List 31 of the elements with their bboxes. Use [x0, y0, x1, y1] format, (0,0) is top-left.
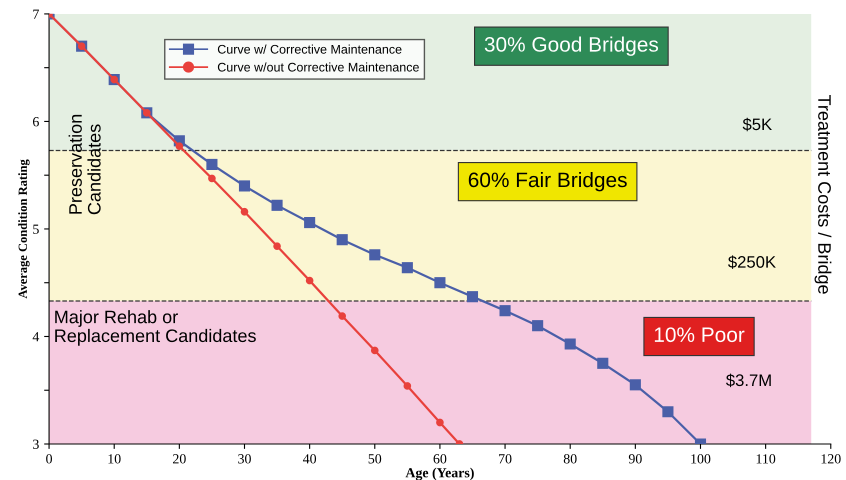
legend-label: Curve w/out Corrective Maintenance	[218, 62, 419, 72]
x-tick-label: 60	[434, 454, 446, 464]
y-tick-label: 5	[33, 224, 39, 234]
x-axis-title: Age (Years)	[406, 468, 474, 480]
y-tick-label: 6	[33, 117, 39, 126]
x-tick-label: 80	[564, 454, 577, 464]
x-tick-label: 100	[691, 454, 710, 464]
y-axis-title: Average Condition Rating	[18, 159, 30, 299]
x-tick-label: 90	[628, 454, 642, 464]
x-tick-label: 50	[368, 454, 382, 464]
x-tick-label: 110	[756, 454, 776, 464]
band-label: 10% Poor	[654, 327, 744, 342]
x-tick-label: 20	[173, 454, 186, 464]
x-tick-label: 10	[108, 454, 121, 464]
annotation: Major Rehab or Replacement Candidates	[55, 310, 256, 346]
annotation: $5K	[742, 118, 772, 132]
y-tick-label: 4	[32, 332, 40, 342]
annotation: $250K	[728, 255, 776, 269]
x-tick-label: 30	[238, 454, 251, 464]
annotation: $3.7M	[726, 374, 771, 388]
x-tick-label: 40	[302, 454, 316, 464]
annotation: Treatment Costs / Bridge	[814, 94, 832, 294]
annotation: Preservation Candidates	[68, 114, 101, 214]
legend-label: Curve w/ Corrective Maintenance	[218, 44, 402, 54]
x-tick-label: 70	[499, 454, 512, 464]
y-tick-label: 3	[33, 440, 39, 449]
band-label: 30% Good Bridges	[484, 36, 658, 56]
x-tick-label: 0	[46, 454, 52, 464]
x-tick-label: 120	[822, 454, 841, 464]
band-label: 60% Fair Bridges	[468, 172, 627, 192]
y-tick-label: 7	[33, 10, 39, 19]
